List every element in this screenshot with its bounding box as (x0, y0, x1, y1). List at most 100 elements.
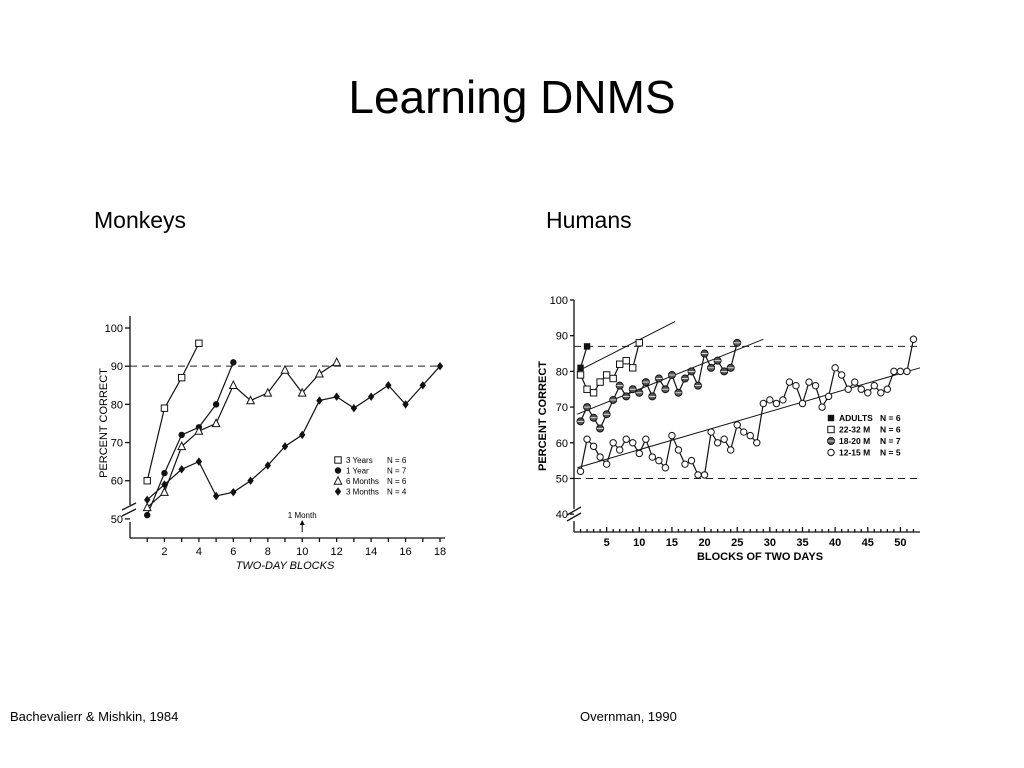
data-point (583, 385, 591, 393)
series-line (146, 361, 337, 508)
legend-marker (827, 414, 835, 422)
data-point (589, 442, 598, 451)
data-point (766, 396, 774, 404)
data-point (211, 418, 221, 428)
x-tick-label: 10 (633, 537, 645, 549)
legend-marker (334, 467, 342, 474)
legend-n: N = 6 (387, 477, 407, 486)
data-point (212, 491, 220, 501)
data-point (635, 388, 644, 397)
series-3 (144, 361, 444, 505)
data-point (615, 360, 624, 368)
data-point (674, 388, 683, 397)
data-point (596, 453, 604, 461)
y-tick-label: 80 (111, 399, 123, 411)
data-point (720, 435, 728, 443)
data-point (576, 417, 585, 426)
data-point (367, 392, 375, 401)
x-tick-label: 50 (894, 537, 906, 549)
data-point (713, 439, 722, 447)
data-point (700, 349, 709, 358)
legend-marker (334, 487, 342, 496)
legend-n: N = 6 (387, 456, 407, 465)
legend-n: N = 7 (880, 436, 901, 446)
data-point (609, 374, 617, 383)
data-point (212, 401, 220, 408)
data-point (655, 456, 663, 465)
legend-marker (827, 425, 835, 434)
one-month-annotation: 1 Month (288, 511, 317, 520)
data-point (143, 477, 151, 485)
legend-name: 1 Year (346, 467, 369, 476)
x-axis-label: BLOCKS OF TWO DAYS (697, 551, 823, 563)
citation-right: Overnman, 1990 (580, 709, 677, 724)
legend-n: N = 6 (880, 413, 901, 423)
data-point (230, 487, 237, 497)
data-point (661, 385, 670, 394)
data-point (818, 403, 826, 411)
data-point (707, 363, 716, 372)
data-point (824, 392, 833, 401)
data-point (864, 389, 872, 397)
data-point (700, 471, 709, 479)
data-point (883, 385, 892, 393)
data-point (589, 413, 598, 422)
axis-break-mark (121, 502, 137, 511)
y-tick-label: 90 (556, 331, 568, 343)
data-point (629, 439, 637, 447)
data-point (264, 461, 271, 470)
data-point (615, 446, 624, 454)
series-line (146, 362, 234, 516)
data-point (779, 396, 787, 404)
x-tick-label: 35 (796, 537, 808, 549)
data-point (436, 361, 444, 371)
data-point (299, 430, 306, 440)
data-point (159, 486, 169, 496)
data-point (870, 381, 879, 390)
data-point (811, 381, 820, 390)
data-point (144, 511, 151, 519)
legend: ADULTS N = 6 22-32 M N = 6 18-20 M N = 7 12-15… (827, 413, 901, 458)
data-point (680, 374, 689, 383)
data-point (746, 431, 754, 440)
data-point (332, 357, 342, 367)
legend-n: N = 6 (880, 425, 901, 435)
legend-marker (827, 448, 835, 457)
y-tick-label: 60 (556, 438, 568, 450)
data-point (635, 339, 643, 347)
data-point (726, 446, 735, 454)
data-point (785, 378, 794, 386)
data-point (857, 385, 865, 393)
data-point (589, 389, 598, 397)
data-point (837, 371, 846, 379)
data-point (142, 502, 152, 512)
data-point (177, 373, 186, 382)
y-tick-label: 100 (550, 295, 568, 307)
data-point (687, 367, 696, 376)
series-0 (143, 339, 203, 485)
data-point (694, 381, 703, 390)
humans-heading: Humans (546, 207, 632, 233)
axis-break-mark (566, 512, 582, 522)
data-point (194, 425, 204, 435)
data-point (792, 381, 800, 390)
data-point (280, 364, 290, 374)
legend-name: 3 Years (346, 456, 373, 465)
legend-name: ADULTS (839, 413, 873, 423)
y-tick-label: 50 (556, 473, 568, 485)
x-tick-label: 10 (296, 546, 308, 558)
data-point (733, 421, 741, 429)
data-point (707, 428, 715, 436)
data-point (314, 368, 324, 378)
data-point (419, 381, 426, 390)
data-point (195, 457, 203, 466)
x-tick-label: 16 (399, 546, 411, 558)
y-axis-label: PERCENT CORRECT (537, 361, 549, 471)
series-2 (576, 338, 742, 433)
x-tick-label: 45 (862, 537, 874, 549)
data-point (642, 435, 650, 443)
legend-n: N = 4 (387, 488, 407, 497)
data-point (674, 446, 683, 454)
data-point (178, 465, 185, 474)
legend-name: 6 Months (346, 477, 379, 486)
